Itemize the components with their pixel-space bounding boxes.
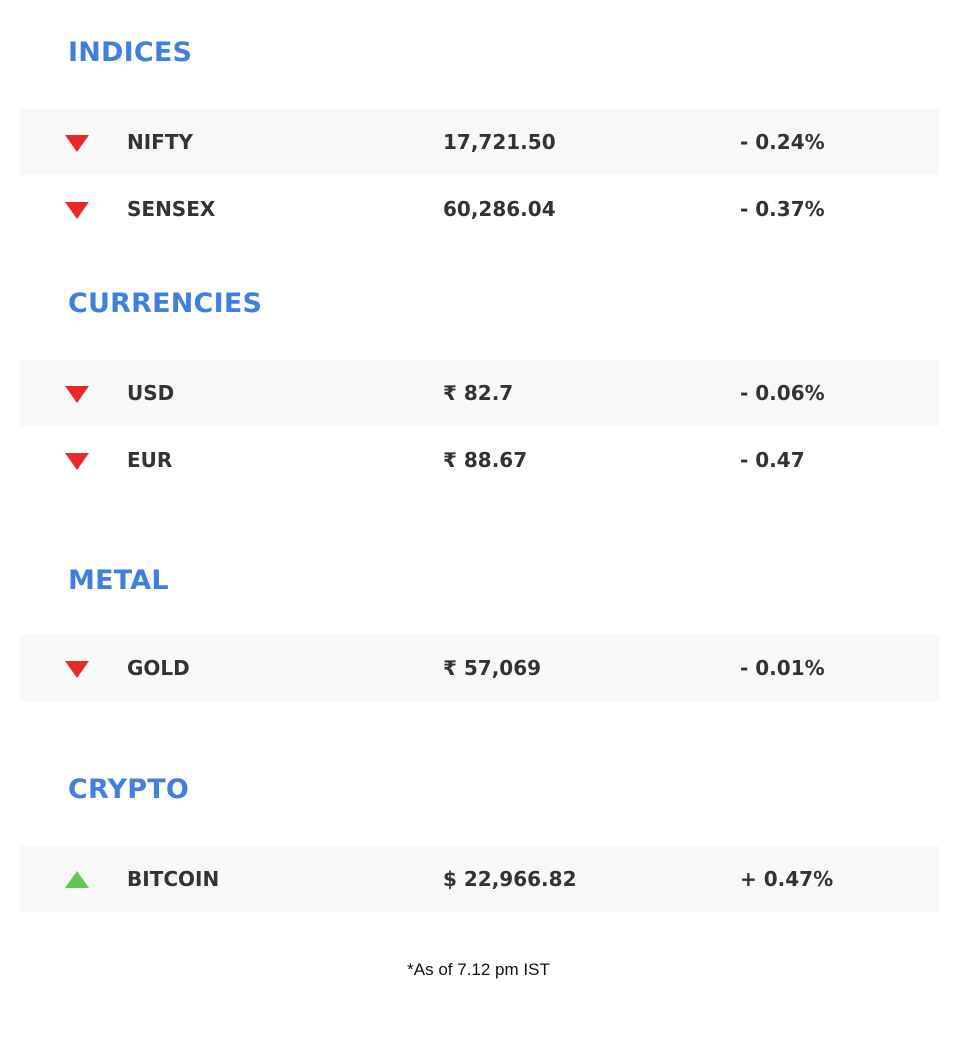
triangle-down-icon [65,661,89,678]
instrument-name: BITCOIN [127,867,220,891]
row-gold[interactable]: GOLD ₹ 57,069 - 0.01% [20,635,939,701]
instrument-name: EUR [127,448,173,472]
instrument-value: $ 22,966.82 [443,867,577,891]
timestamp-footnote: *As of 7.12 pm IST [407,960,550,979]
section-title-currencies: CURRENCIES [68,288,263,319]
row-usd[interactable]: USD ₹ 82.7 - 0.06% [20,360,939,426]
instrument-value: 60,286.04 [443,197,556,221]
row-bitcoin[interactable]: BITCOIN $ 22,966.82 + 0.47% [20,846,939,912]
triangle-up-icon [65,871,89,888]
triangle-down-icon [65,202,89,219]
instrument-change: - 0.06% [740,381,825,405]
instrument-name: SENSEX [127,197,216,221]
triangle-down-icon [65,386,89,403]
section-title-metal: METAL [68,565,169,596]
instrument-value: ₹ 88.67 [443,448,528,472]
instrument-name: USD [127,381,175,405]
instrument-change: - 0.24% [740,130,825,154]
instrument-value: ₹ 82.7 [443,381,514,405]
instrument-name: NIFTY [127,130,193,154]
instrument-change: - 0.47 [740,448,805,472]
triangle-down-icon [65,453,89,470]
instrument-change: - 0.01% [740,656,825,680]
section-title-indices: INDICES [68,37,193,68]
instrument-change: + 0.47% [740,867,834,891]
triangle-down-icon [65,135,89,152]
instrument-value: ₹ 57,069 [443,656,542,680]
section-title-crypto: CRYPTO [68,774,190,805]
row-eur[interactable]: EUR ₹ 88.67 - 0.47 [20,427,939,493]
instrument-change: - 0.37% [740,197,825,221]
row-sensex[interactable]: SENSEX 60,286.04 - 0.37% [20,176,939,242]
instrument-name: GOLD [127,656,190,680]
instrument-value: 17,721.50 [443,130,556,154]
row-nifty[interactable]: NIFTY 17,721.50 - 0.24% [20,109,939,175]
